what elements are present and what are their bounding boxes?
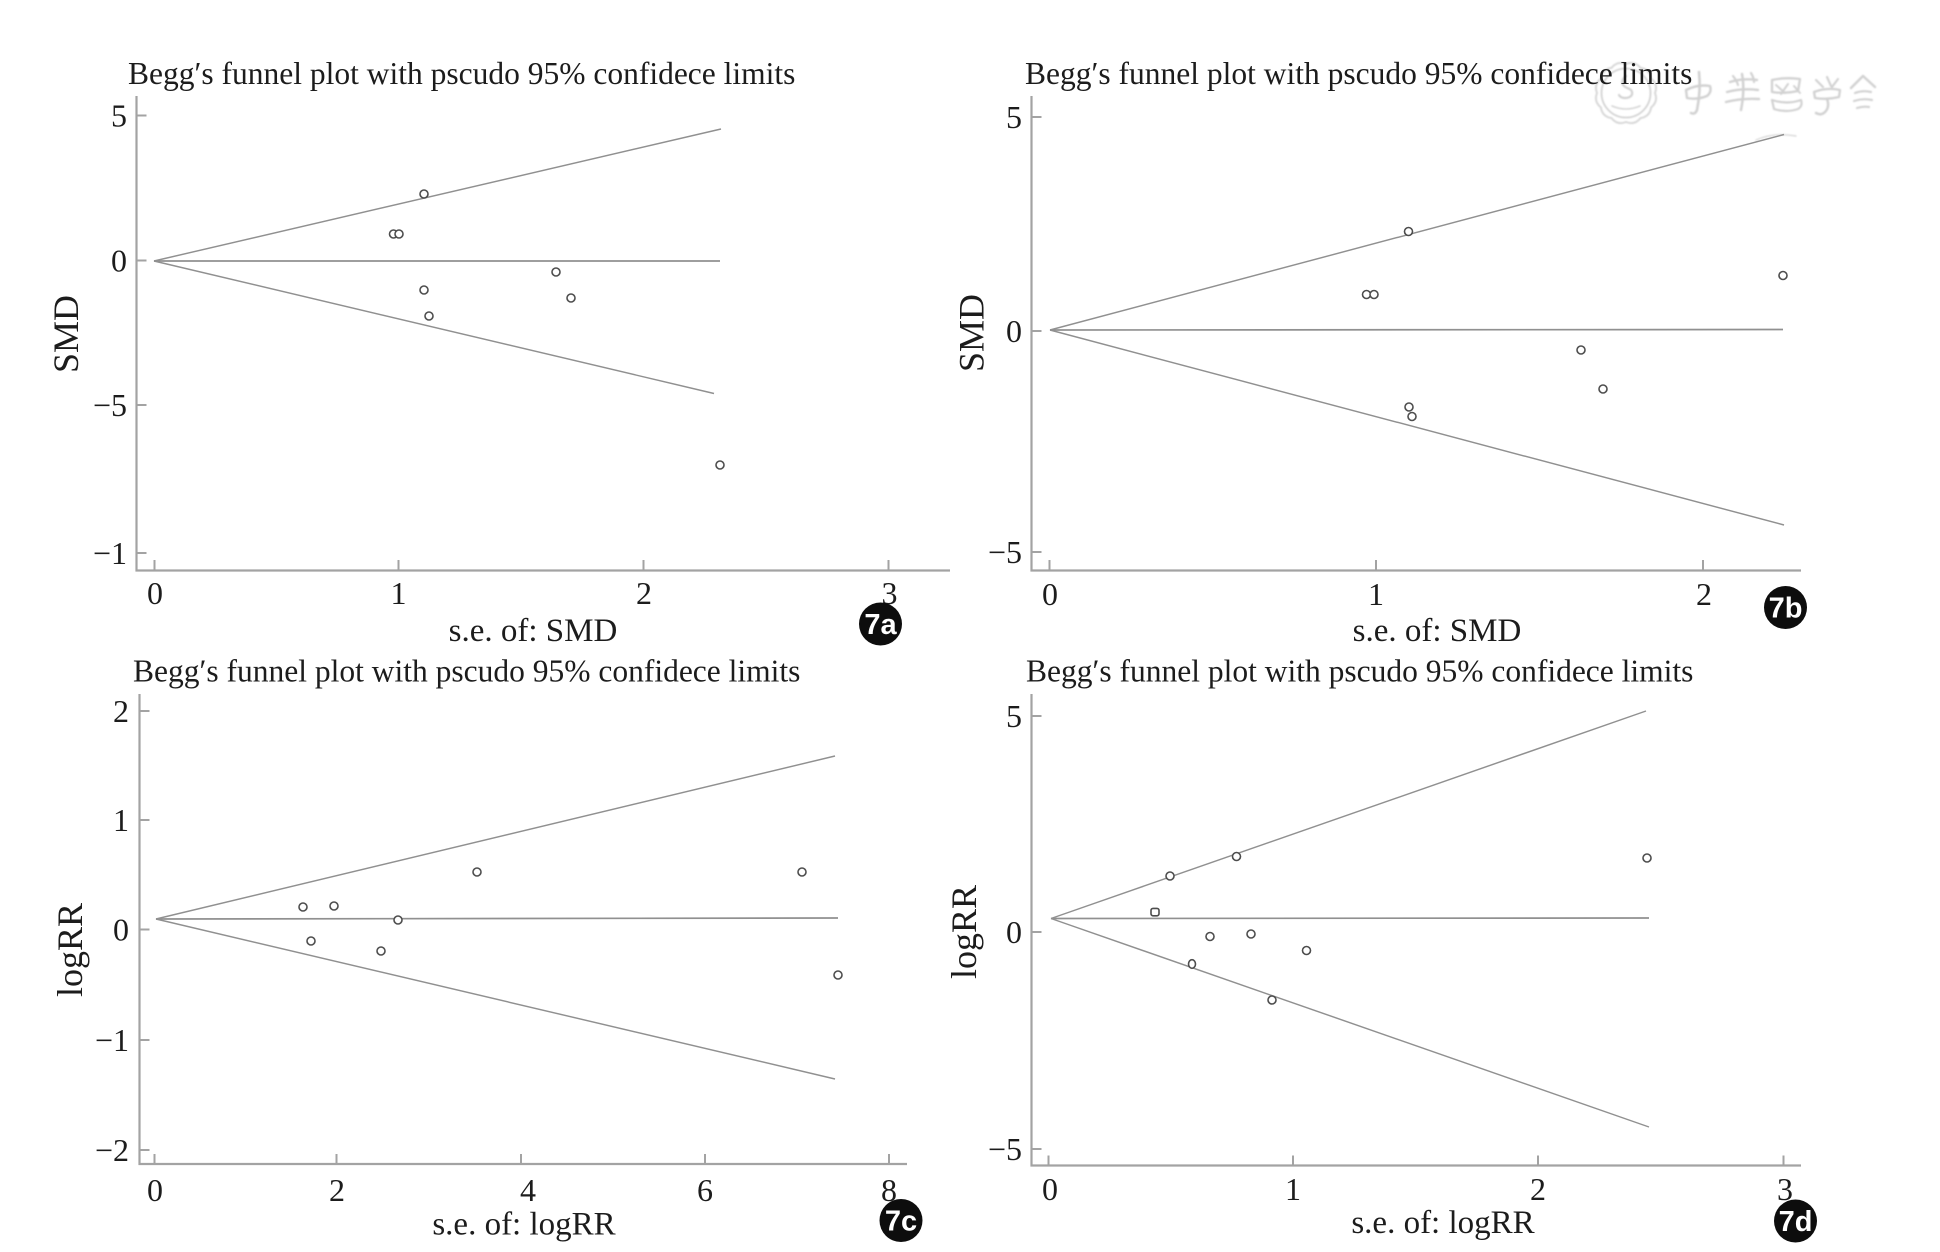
svg-text:1: 1 [391, 575, 407, 611]
svg-text:1: 1 [113, 802, 129, 838]
svg-text:3: 3 [882, 575, 898, 611]
svg-text:SMD: SMD [46, 295, 86, 373]
svg-text:0: 0 [1042, 576, 1058, 612]
svg-text:0: 0 [111, 243, 127, 279]
svg-text:s.e. of: SMD: s.e. of: SMD [449, 613, 618, 649]
svg-text:7b: 7b [1769, 593, 1803, 625]
svg-text:6: 6 [697, 1172, 713, 1208]
svg-text:logRR: logRR [50, 903, 90, 997]
svg-text:2: 2 [113, 693, 129, 729]
svg-text:s.e. of: SMD: s.e. of: SMD [1353, 613, 1522, 649]
svg-text:1: 1 [1368, 576, 1384, 612]
svg-text:Begg′s funnel plot with pscudo: Begg′s funnel plot with pscudo 95% confi… [1026, 654, 1693, 689]
svg-text:0: 0 [147, 1172, 163, 1208]
svg-text:0: 0 [1006, 313, 1022, 349]
svg-text:s.e. of: logRR: s.e. of: logRR [1351, 1205, 1534, 1241]
svg-text:1: 1 [1285, 1171, 1301, 1207]
svg-text:−2: −2 [95, 1132, 129, 1168]
svg-text:−5: −5 [988, 534, 1022, 570]
svg-text:Begg′s funnel plot with pscudo: Begg′s funnel plot with pscudo 95% confi… [133, 654, 800, 689]
svg-text:2: 2 [329, 1172, 345, 1208]
svg-text:−1: −1 [93, 535, 127, 571]
svg-text:7a: 7a [864, 609, 897, 641]
svg-text:2: 2 [1696, 576, 1712, 612]
svg-text:0: 0 [1006, 914, 1022, 950]
svg-text:3: 3 [1777, 1171, 1793, 1207]
svg-text:SMD: SMD [952, 294, 992, 372]
svg-text:5: 5 [1006, 698, 1022, 734]
svg-text:logRR: logRR [944, 885, 984, 979]
svg-text:0: 0 [147, 575, 163, 611]
svg-text:4: 4 [520, 1172, 536, 1208]
svg-text:5: 5 [1006, 99, 1022, 135]
svg-text:0: 0 [113, 912, 129, 948]
svg-text:0: 0 [1042, 1171, 1058, 1207]
svg-text:s.e. of: logRR: s.e. of: logRR [432, 1207, 615, 1243]
svg-text:8: 8 [881, 1172, 897, 1208]
svg-text:5: 5 [111, 98, 127, 134]
svg-text:2: 2 [1530, 1171, 1546, 1207]
svg-text:7d: 7d [1779, 1206, 1813, 1238]
svg-text:Begg′s funnel plot with pscudo: Begg′s funnel plot with pscudo 95% confi… [1025, 56, 1692, 91]
svg-text:Begg′s funnel plot with pscudo: Begg′s funnel plot with pscudo 95% confi… [128, 56, 795, 91]
svg-text:2: 2 [636, 575, 652, 611]
svg-text:−5: −5 [93, 387, 127, 423]
svg-text:7c: 7c [885, 1206, 917, 1238]
svg-text:−5: −5 [988, 1131, 1022, 1167]
svg-text:−1: −1 [95, 1022, 129, 1058]
